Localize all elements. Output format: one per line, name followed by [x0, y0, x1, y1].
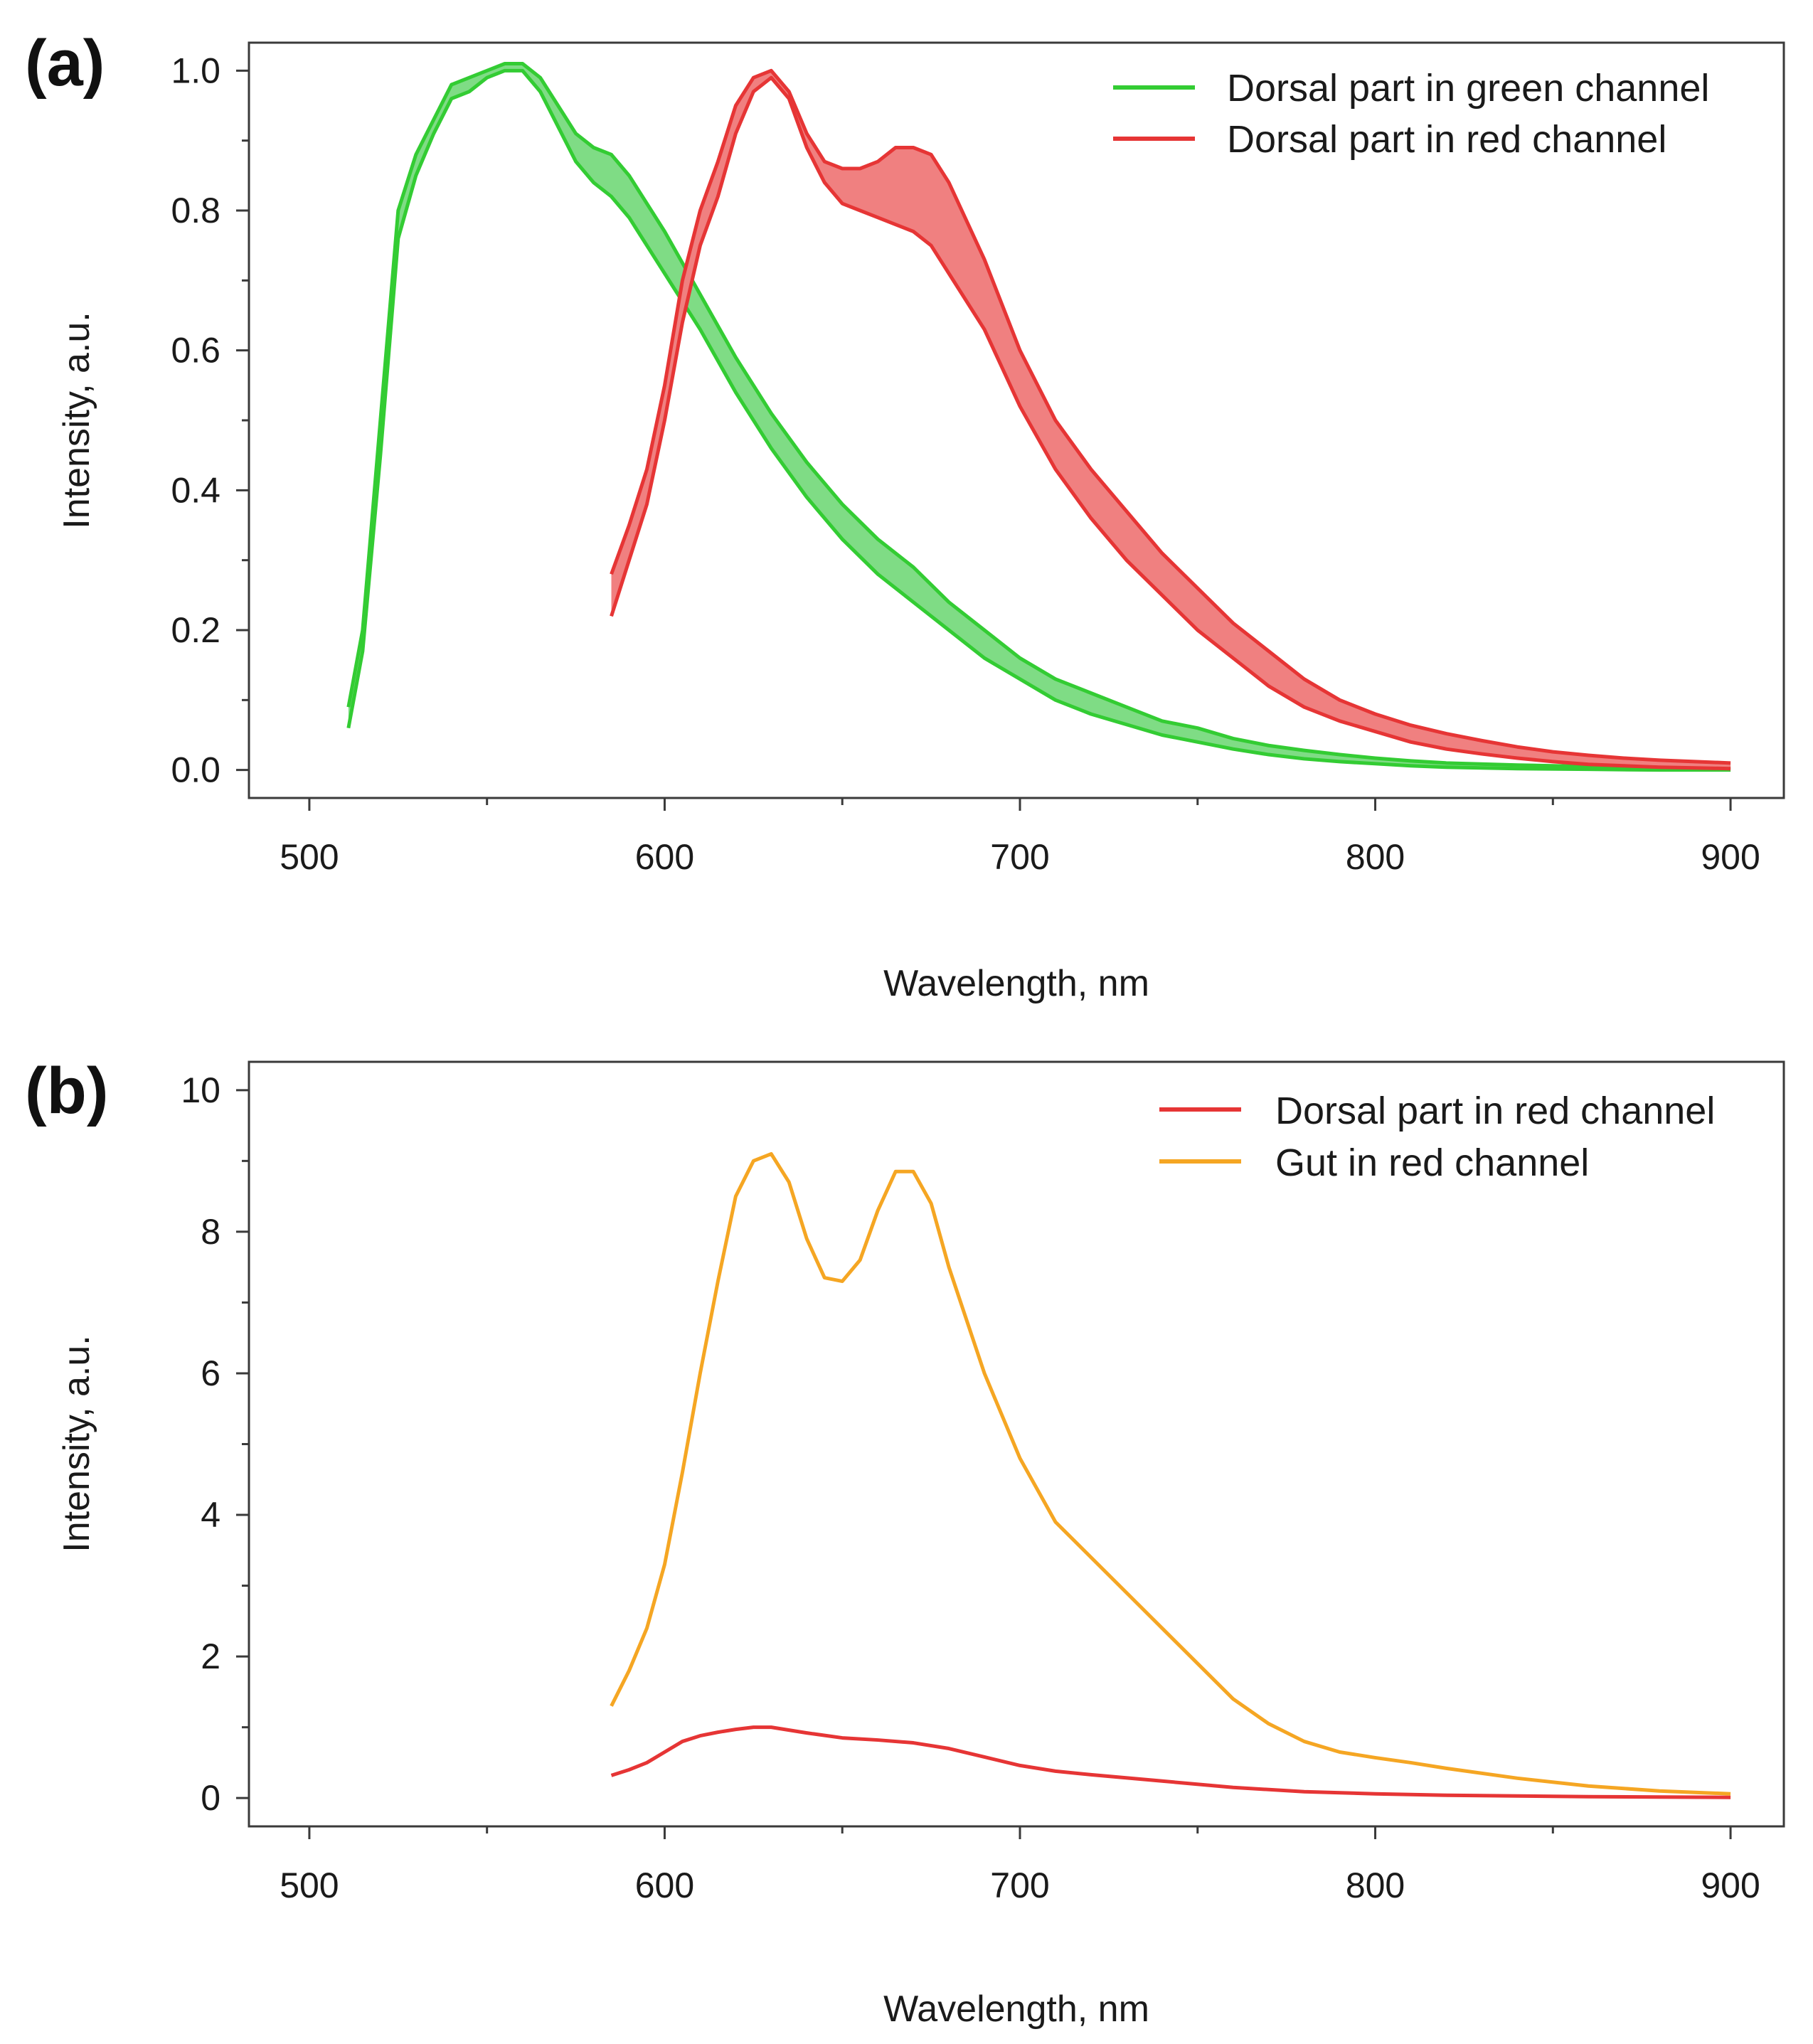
band-upper-dorsal-part-in-green-channel	[346, 62, 1731, 770]
y-tick-label: 6	[201, 1353, 220, 1393]
legend-label-dorsal-red: Dorsal part in red channel	[1275, 1090, 1715, 1132]
x-tick-label: 900	[1701, 1865, 1760, 1905]
axis-ticks-b: 500 600 700 800 900 0 2 4 6 8 10	[181, 1070, 1760, 1905]
band-lower-dorsal-part-in-red-channel	[610, 75, 1731, 771]
x-axis-title-a: Wavelength, nm	[883, 963, 1149, 1004]
panel-a: (a) 500 600 700 800 900 0.0 0.2 0.4 0.6 0.8 1.0 Wa…	[25, 27, 1785, 1004]
legend-label-green-channel: Dorsal part in green channel	[1227, 67, 1709, 110]
y-axis-title-a: Intensity, a.u.	[56, 312, 97, 528]
y-tick-label: 2	[201, 1636, 220, 1676]
plot-area-b	[610, 1151, 1731, 1799]
y-tick-label: 0.2	[171, 610, 220, 650]
plot-area-a	[346, 62, 1731, 772]
x-tick-label: 500	[280, 837, 339, 877]
series-line-gut-in-red-channel	[610, 1151, 1731, 1796]
band-lower-dorsal-part-in-green-channel	[346, 68, 1731, 772]
band-upper-dorsal-part-in-red-channel	[610, 68, 1731, 765]
axis-ticks-a: 500 600 700 800 900 0.0 0.2 0.4 0.6 0.8 1.0	[171, 50, 1760, 877]
panel-label-a: (a)	[25, 27, 105, 100]
y-tick-label: 0.6	[171, 331, 220, 371]
legend-b: Dorsal part in red channel Gut in red ch…	[1159, 1090, 1715, 1184]
panel-label-b: (b)	[25, 1055, 108, 1127]
x-tick-label: 700	[990, 837, 1049, 877]
y-tick-label: 0	[201, 1778, 220, 1818]
y-tick-label: 10	[181, 1070, 220, 1110]
legend-label-red-channel: Dorsal part in red channel	[1227, 118, 1666, 161]
x-tick-label: 500	[280, 1865, 339, 1905]
y-tick-label: 0.0	[171, 750, 220, 790]
series-line-dorsal-part-in-red-channel	[610, 1725, 1731, 1799]
x-axis-title-b: Wavelength, nm	[883, 1989, 1149, 2030]
x-tick-label: 800	[1346, 1865, 1405, 1905]
y-tick-label: 0.8	[171, 191, 220, 230]
panel-b: (b) 500 600 700 800 900 0 2 4 6 8 10 Wavelength, n…	[25, 1055, 1785, 2030]
x-tick-label: 800	[1346, 837, 1405, 877]
plot-frame-a	[248, 41, 1785, 799]
legend-a: Dorsal part in green channel Dorsal part…	[1113, 67, 1709, 161]
x-tick-label: 600	[635, 837, 694, 877]
y-axis-title-b: Intensity, a.u.	[56, 1335, 97, 1552]
y-tick-label: 0.4	[171, 470, 220, 510]
plot-frame-b	[248, 1060, 1785, 1828]
x-tick-label: 900	[1701, 837, 1760, 877]
x-tick-label: 700	[990, 1865, 1049, 1905]
legend-label-gut-red: Gut in red channel	[1275, 1141, 1589, 1184]
y-tick-label: 8	[201, 1212, 220, 1252]
band-fill-dorsal-part-in-red-channel	[611, 70, 1731, 769]
y-tick-label: 4	[201, 1495, 220, 1535]
y-tick-label: 1.0	[171, 50, 220, 90]
x-tick-label: 600	[635, 1865, 694, 1905]
